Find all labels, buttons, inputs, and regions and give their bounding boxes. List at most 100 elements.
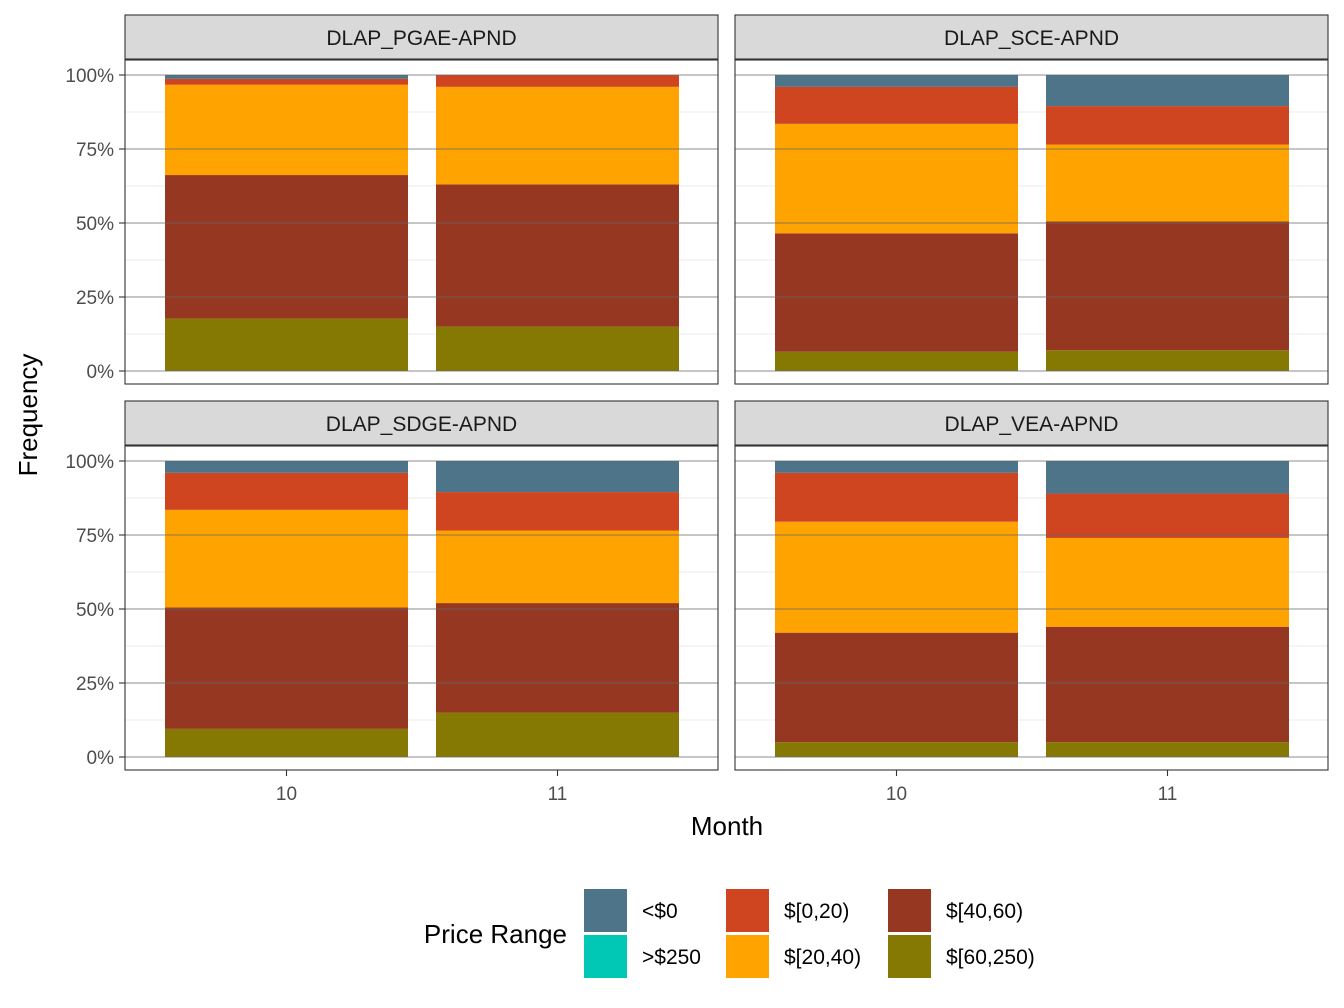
- facet-strip-label: DLAP_SDGE-APND: [326, 413, 517, 436]
- y-tick-label: 0%: [87, 362, 115, 383]
- panel-border: [734, 59, 1329, 385]
- bar-segment-40-60: [1046, 221, 1289, 351]
- bar-segment-20-40: [1046, 144, 1289, 222]
- bar-segment-0: [436, 461, 679, 493]
- y-axis-title: Frequency: [13, 354, 43, 477]
- y-tick-label: 100%: [65, 66, 114, 87]
- bar-segment-60-250: [775, 742, 1018, 757]
- bar-segment-0-20: [436, 492, 679, 531]
- bar-segment-60-250: [1046, 350, 1289, 371]
- panel-dlap-sce-apnd: DLAP_SCE-APND: [734, 14, 1329, 385]
- facet-strip: [124, 400, 719, 446]
- bar-segment-0: [1046, 461, 1289, 494]
- legend-key-swatch: [888, 935, 931, 978]
- panel-dlap-sdge-apnd: DLAP_SDGE-APND 0% 25% 50% 75% 100% 10 11: [65, 400, 719, 805]
- panel-border: [124, 445, 719, 771]
- bar-month-11: [436, 75, 679, 371]
- bar-segment-20-40: [436, 530, 679, 604]
- bar-segment-0: [165, 461, 408, 473]
- x-tick-label: 10: [886, 784, 907, 805]
- facet-strip-label: DLAP_PGAE-APND: [326, 27, 516, 50]
- panel-dlap-vea-apnd: DLAP_VEA-APND 10 11: [734, 400, 1329, 805]
- bar-month-10: [165, 461, 408, 757]
- facet-strip: [124, 14, 719, 60]
- bar-month-10: [775, 75, 1018, 371]
- y-tick-label: 25%: [76, 288, 114, 309]
- bar-segment-20-40: [775, 123, 1018, 234]
- legend-item-40-60: $[40,60): [888, 889, 1023, 932]
- legend-item-60-250: $[60,250): [888, 935, 1035, 978]
- y-tick-label: 25%: [76, 674, 114, 695]
- y-tick-label: 0%: [87, 748, 115, 769]
- legend-item-0-20: $[0,20): [726, 889, 849, 932]
- bar-segment-0: [775, 461, 1018, 473]
- bar-month-11: [1046, 461, 1289, 757]
- legend-label: $[0,20): [784, 900, 849, 923]
- bar-segment-20-40: [436, 86, 679, 185]
- facet-strip-label: DLAP_VEA-APND: [945, 413, 1119, 436]
- bar-segment-60-250: [436, 712, 679, 757]
- bar-segment-0-20: [1046, 106, 1289, 145]
- x-tick-label: 11: [548, 784, 568, 805]
- legend-key-swatch: [584, 889, 627, 932]
- bar-segment-40-60: [436, 184, 679, 327]
- bar-month-11: [436, 461, 679, 757]
- bar-segment-0-20: [775, 472, 1018, 522]
- y-tick-label: 75%: [76, 526, 114, 547]
- legend-item-250: >$250: [584, 935, 701, 978]
- legend-key-swatch: [726, 889, 769, 932]
- legend-item-0: <$0: [584, 889, 678, 932]
- bar-month-10: [165, 75, 408, 371]
- y-tick-label: 50%: [76, 600, 114, 621]
- bar-segment-40-60: [436, 603, 679, 713]
- y-tick-label: 75%: [76, 140, 114, 161]
- facet-strip: [734, 400, 1329, 446]
- facet-panels: DLAP_PGAE-APND0%25%50%75%100%DLAP_SCE-AP…: [65, 14, 1329, 805]
- panel-border: [734, 445, 1329, 771]
- panel-border: [124, 59, 719, 385]
- bar-segment-40-60: [775, 632, 1018, 743]
- bar-segment-0-20: [1046, 493, 1289, 538]
- bar-segment-0-20: [165, 472, 408, 510]
- bar-segment-60-250: [1046, 742, 1289, 757]
- x-axis-title: Month: [691, 811, 763, 841]
- bar-segment-0-20: [436, 75, 679, 87]
- bar-month-10: [775, 461, 1018, 757]
- legend-key-swatch: [726, 935, 769, 978]
- bar-month-11: [1046, 75, 1289, 371]
- legend-title: Price Range: [424, 919, 567, 949]
- bar-segment-0-20: [165, 78, 408, 85]
- x-tick-label: 10: [276, 784, 297, 805]
- legend-label: $[20,40): [784, 946, 861, 969]
- facet-strip-label: DLAP_SCE-APND: [944, 27, 1119, 50]
- legend: Price Range <$0 >$250 $[0,20) $[20,40) $[40,…: [424, 889, 1035, 978]
- legend-label: $[40,60): [946, 900, 1023, 923]
- y-tick-label: 100%: [65, 452, 114, 473]
- bar-segment-60-250: [165, 318, 408, 371]
- bar-segment-40-60: [165, 175, 408, 319]
- legend-key-swatch: [584, 935, 627, 978]
- legend-label: <$0: [642, 900, 678, 923]
- facet-strip: [734, 14, 1329, 60]
- bar-segment-0: [775, 75, 1018, 87]
- bar-segment-40-60: [1046, 626, 1289, 743]
- bar-segment-40-60: [775, 233, 1018, 352]
- bar-segment-20-40: [775, 521, 1018, 633]
- bar-segment-60-250: [436, 326, 679, 371]
- bar-segment-0: [165, 75, 408, 79]
- bar-segment-20-40: [165, 84, 408, 176]
- bar-segment-0-20: [775, 86, 1018, 124]
- legend-item-20-40: $[20,40): [726, 935, 861, 978]
- x-tick-label: 11: [1158, 784, 1178, 805]
- y-tick-label: 50%: [76, 214, 114, 235]
- bar-segment-20-40: [165, 509, 408, 608]
- bar-segment-40-60: [165, 607, 408, 729]
- bar-segment-60-250: [165, 728, 408, 757]
- legend-label: $[60,250): [946, 946, 1035, 969]
- panel-dlap-pgae-apnd: DLAP_PGAE-APND 0% 25% 50% 75% 100%: [65, 14, 719, 385]
- bar-segment-0: [1046, 75, 1289, 107]
- bar-segment-60-250: [775, 351, 1018, 371]
- legend-label: >$250: [642, 946, 701, 969]
- bar-segment-20-40: [1046, 537, 1289, 627]
